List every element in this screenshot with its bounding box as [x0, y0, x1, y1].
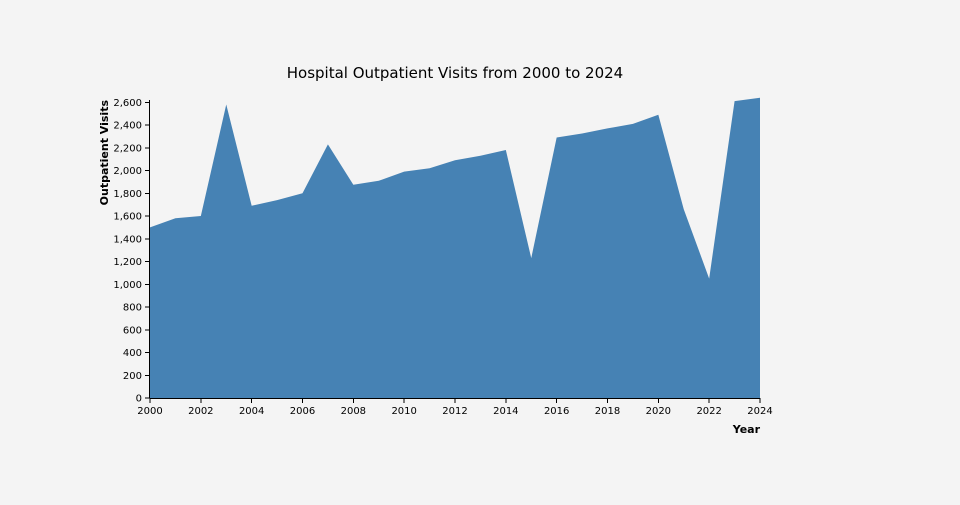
x-tick-label: 2004: [239, 406, 264, 417]
area-series-0: [150, 97, 760, 398]
x-tick-label: 2014: [493, 406, 518, 417]
y-tick-label: 200: [123, 371, 142, 382]
y-tick-label: 1,000: [113, 280, 142, 291]
x-tick-label: 2010: [391, 406, 416, 417]
x-tick-label: 2022: [696, 406, 721, 417]
y-tick-label: 2,000: [113, 166, 142, 177]
y-tick-label: 800: [123, 303, 142, 314]
y-tick-label: 0: [136, 394, 142, 405]
x-tick-label: 2016: [544, 406, 569, 417]
x-tick-label: 2020: [646, 406, 671, 417]
y-axis: 0 200 400 600 800 1,000 1,200 1,400 1,600 1,800 2,…: [113, 98, 150, 405]
x-tick-label: 2008: [341, 406, 366, 417]
y-tick-label: 1,400: [113, 234, 142, 245]
y-tick-label: 1,800: [113, 189, 142, 200]
x-tick-label: 2000: [137, 406, 162, 417]
chart-title: Hospital Outpatient Visits from 2000 to …: [287, 64, 623, 82]
y-tick-label: 2,600: [113, 98, 142, 109]
y-tick-label: 1,200: [113, 257, 142, 268]
y-tick-label: 600: [123, 325, 142, 336]
y-axis-title: Outpatient Visits: [98, 100, 111, 206]
y-tick-label: 1,600: [113, 212, 142, 223]
y-tick-label: 400: [123, 348, 142, 359]
x-axis: 2000 2002 2004 2006 2008 2010 2012 2014 2016 2018…: [137, 398, 773, 417]
x-tick-label: 2012: [442, 406, 467, 417]
y-tick-label: 2,200: [113, 143, 142, 154]
y-tick-label: 2,400: [113, 121, 142, 132]
x-tick-label: 2024: [747, 406, 772, 417]
x-tick-label: 2018: [595, 406, 620, 417]
area-layer: [150, 97, 760, 398]
x-axis-title: Year: [732, 423, 761, 436]
x-tick-label: 2006: [290, 406, 315, 417]
x-tick-label: 2002: [188, 406, 213, 417]
